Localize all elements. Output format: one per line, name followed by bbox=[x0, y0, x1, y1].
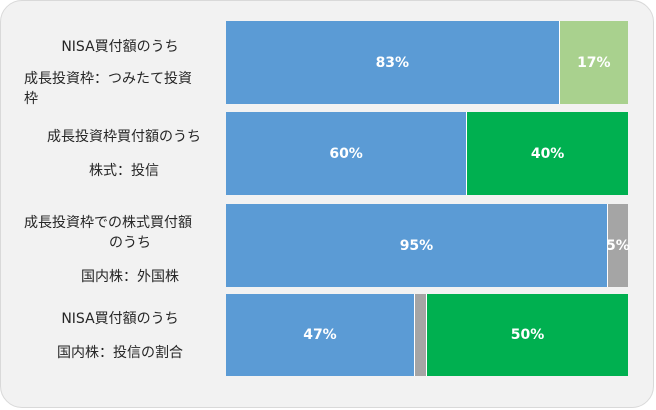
bar-segment: 5% bbox=[606, 204, 630, 287]
row-label-line: 成長投資枠での株式買付額 bbox=[24, 215, 192, 231]
bar-segment: 95% bbox=[226, 204, 608, 287]
row-label-line: 枠 bbox=[24, 91, 38, 107]
row-label-line: 成長投資枠：つみたて投資 bbox=[24, 71, 192, 87]
data-label: 60% bbox=[329, 145, 363, 162]
data-label: 5% bbox=[606, 237, 630, 254]
row-label-line: 株式：投信 bbox=[89, 163, 159, 179]
bar-segment: 17% bbox=[559, 21, 628, 104]
data-label: 50% bbox=[510, 327, 545, 343]
bar-segment: 40% bbox=[467, 112, 628, 195]
row-label-line: 国内株：投信の割合 bbox=[57, 345, 183, 361]
row-label-line: 成長投資枠買付額のうち bbox=[47, 129, 201, 145]
row-label-line: 国内株：外国株 bbox=[81, 269, 179, 285]
bar-segment: 60% bbox=[226, 112, 468, 195]
row-label-line: NISA買付額のうち bbox=[61, 311, 179, 327]
data-label: 47% bbox=[303, 327, 337, 343]
data-label: 40% bbox=[530, 145, 565, 162]
data-label: 83% bbox=[375, 54, 410, 71]
data-label: 95% bbox=[399, 237, 434, 254]
data-label: 17% bbox=[577, 54, 611, 71]
bar-segment: 47% bbox=[226, 294, 415, 376]
bar-segment: 83% bbox=[226, 21, 560, 104]
bar-segment bbox=[414, 294, 427, 376]
bar-segment: 50% bbox=[427, 294, 628, 376]
row-label-line: NISA買付額のうち bbox=[61, 39, 179, 55]
row-label-line: のうち bbox=[109, 235, 151, 251]
